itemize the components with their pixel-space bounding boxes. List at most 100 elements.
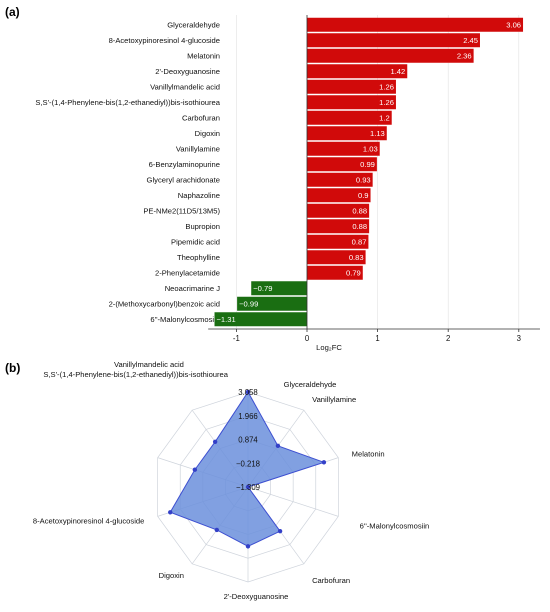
panel-a-label: (a)	[5, 5, 20, 19]
value-label: 0.88	[352, 206, 367, 215]
category-label: 8-Acetoxypinoresinol 4-glucoside	[109, 36, 220, 45]
value-label: 0.99	[360, 160, 375, 169]
radar-point-2-deoxyguanosine	[245, 544, 251, 549]
radar-points	[168, 389, 327, 549]
value-label: 1.13	[370, 129, 385, 138]
radar-point-melatonin	[321, 460, 327, 465]
radar-axis-label: Melatonin	[352, 449, 385, 458]
value-label: 2.45	[463, 36, 478, 45]
category-label: 6-Benzylaminopurine	[149, 160, 220, 169]
bar-neoacrimarine-j	[251, 281, 307, 296]
x-tick-label: 1	[375, 334, 379, 343]
x-tick-label: 3	[517, 334, 521, 343]
radar-spoke	[247, 486, 339, 517]
category-label: S,S'-(1,4-Phenylene-bis(1,2-ethanediyl))…	[35, 98, 220, 107]
value-label: −1.31	[217, 315, 236, 324]
bar-vanillylmandelic-acid	[307, 79, 396, 94]
category-label: Theophylline	[177, 253, 220, 262]
bar-glyceraldehyde	[307, 17, 524, 32]
value-label: 1.26	[379, 82, 394, 91]
category-label: Bupropion	[185, 222, 220, 231]
bar-8-acetoxypinoresinol-4-glucoside	[307, 33, 480, 48]
category-label: 2'-Deoxyguanosine	[155, 67, 220, 76]
bar-chart-bars	[214, 17, 524, 327]
x-tick-label: -1	[233, 334, 240, 343]
radar-chart: −1.309 −0.218 0.874 1.966 3.058 Glyceraldehy…	[33, 360, 429, 601]
radar-tick-label: −0.218	[236, 459, 260, 468]
bar-vanillylamine	[307, 141, 380, 156]
value-label: 1.03	[363, 144, 378, 153]
radar-axis-label: Glyceraldehyde	[284, 380, 337, 389]
value-label: 0.93	[356, 175, 371, 184]
radar-point-digoxin	[214, 527, 220, 533]
value-label: 3.06	[506, 20, 521, 29]
category-label: PE-NMe2(11D5/13M5)	[143, 206, 220, 215]
bar-glyceryl-arachidonate	[307, 172, 373, 187]
category-label: Carbofuran	[182, 113, 220, 122]
category-label: 2-(Methoxycarbonyl)benzoic acid	[109, 299, 220, 308]
radar-axis-label: 6''-Malonylcosmosiin	[360, 522, 430, 531]
bar-chart-value-labels: 3.06 2.45 2.36 1.42 1.26 1.26 1.2 1.13 1.03 0.99 0…	[217, 20, 522, 324]
bar-2-methoxycarbonyl-benzoic-acid	[237, 296, 307, 311]
radar-axis-label: S,S'-(1,4-Phenylene-bis(1,2-ethanediyl))…	[43, 370, 228, 379]
value-label: 0.9	[358, 191, 369, 200]
bar-pipemidic-acid	[307, 234, 369, 249]
category-label: Vanillylamine	[176, 144, 220, 153]
bar-chart: Glyceraldehyde 8-Acetoxypinoresinol 4-glu…	[35, 15, 540, 352]
bar-carbofuran	[307, 110, 392, 125]
radar-point-vanillylamine	[275, 443, 281, 449]
category-label: 6''-Malonylcosmosiin	[150, 315, 220, 324]
radar-axis-label: Carbofuran	[312, 576, 350, 585]
radar-tick-label: 0.874	[238, 436, 258, 445]
radar-point-glyceraldehyde	[245, 389, 251, 395]
value-label: 0.79	[346, 268, 361, 277]
category-label: 2-Phenylacetamide	[155, 268, 220, 277]
bar-chart-x-ticks: -1 0 1 2 3	[233, 329, 521, 343]
category-label: Melatonin	[187, 51, 220, 60]
bar-pe-nme2-11d5-13m5	[307, 203, 370, 218]
category-label: Pipemidic acid	[171, 237, 220, 246]
radar-tick-labels: −1.309 −0.218 0.874 1.966 3.058	[236, 388, 260, 492]
radar-point-carbofuran	[277, 528, 283, 534]
radar-axis-labels: Glyceraldehyde Vanillylamine Melatonin 6''-…	[33, 360, 429, 601]
value-label: 1.2	[379, 113, 390, 122]
value-label: 1.26	[379, 98, 394, 107]
radar-tick-label: 3.058	[238, 388, 258, 397]
bar-6-benzylaminopurine	[307, 157, 377, 172]
bar-6-malonylcosmosiin	[214, 312, 307, 327]
bar-theophylline	[307, 250, 366, 265]
value-label: 0.83	[349, 253, 364, 262]
category-label: Naphazoline	[178, 191, 220, 200]
x-tick-label: 0	[305, 334, 310, 343]
value-label: −0.99	[239, 299, 258, 308]
category-label: Glyceryl arachidonate	[147, 175, 220, 184]
category-label: Glyceraldehyde	[167, 20, 220, 29]
radar-axis-label: Vanillylmandelic acid	[114, 360, 184, 369]
value-label: 0.88	[352, 222, 367, 231]
radar-axis-label: Vanillylamine	[312, 395, 356, 404]
value-label: 1.42	[390, 67, 405, 76]
bar-chart-x-axis-title: Log₂FC	[316, 343, 342, 352]
category-label: Vanillylmandelic acid	[150, 82, 220, 91]
radar-axis-label: 8-Acetoxypinoresinol 4-glucoside	[33, 517, 144, 526]
bar-s-s-1-4-phenylene-bis-1-2-ethanediyl-bis-isothiourea	[307, 95, 396, 110]
category-label: Neoacrimarine J	[165, 284, 220, 293]
bar-naphazoline	[307, 188, 371, 203]
radar-point-6-malonylcosmosiin	[245, 484, 251, 490]
bar-melatonin	[307, 48, 474, 63]
bar-chart-category-labels: Glyceraldehyde 8-Acetoxypinoresinol 4-glu…	[35, 20, 220, 324]
x-tick-label: 2	[446, 334, 450, 343]
radar-tick-label: 1.966	[238, 412, 258, 421]
bar-bupropion	[307, 219, 370, 234]
value-label: 0.87	[352, 237, 367, 246]
radar-tick-label: −1.309	[236, 483, 260, 492]
bar-2-phenylacetamide	[307, 265, 363, 280]
bar-2-deoxyguanosine	[307, 64, 408, 79]
category-label: Digoxin	[195, 129, 220, 138]
value-label: 2.36	[457, 51, 472, 60]
radar-point-vanillylmandelic-acid	[212, 439, 218, 444]
bar-digoxin	[307, 126, 387, 141]
value-label: −0.79	[253, 284, 272, 293]
radar-axis-label: Digoxin	[159, 571, 184, 580]
